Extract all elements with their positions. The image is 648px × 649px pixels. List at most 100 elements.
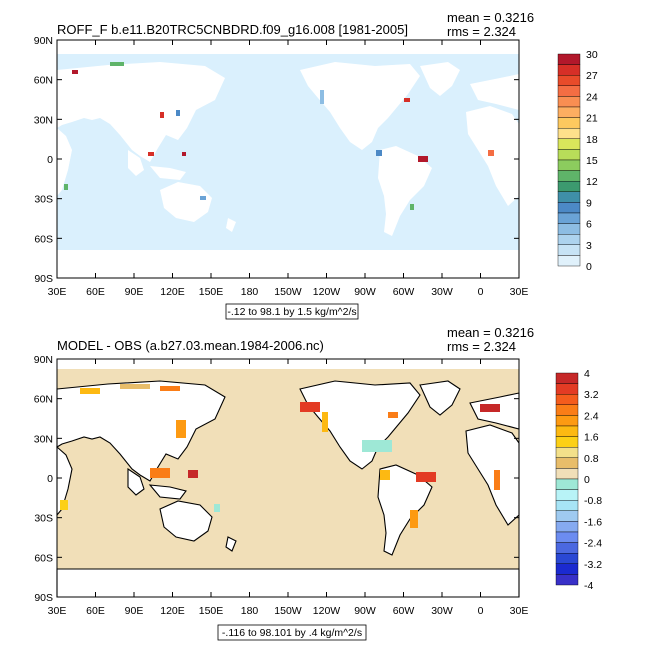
y-tick-label: 30N <box>34 433 53 445</box>
colorbar-swatch <box>557 64 581 76</box>
colorbar-swatch <box>555 436 579 448</box>
colorbar-swatch <box>555 415 579 427</box>
x-tick-label: 120W <box>313 605 341 617</box>
x-tick-label: 30E <box>48 286 67 298</box>
colorbar-label: 3.2 <box>584 389 599 401</box>
colorbar-swatch <box>555 425 579 437</box>
x-tick-label: 90E <box>125 605 144 617</box>
top-rms: rms = 2.324 <box>447 24 516 39</box>
x-tick-label: 180 <box>241 605 259 617</box>
colorbar-swatch <box>557 255 581 267</box>
x-tick-label: 150E <box>199 286 224 298</box>
colorbar-swatch <box>557 149 581 161</box>
x-tick-label: 30W <box>431 605 453 617</box>
colorbar-swatch <box>557 212 581 224</box>
colorbar-label: -2.4 <box>584 538 602 550</box>
bottom-rms: rms = 2.324 <box>447 339 516 354</box>
colorbar-swatch <box>557 74 581 86</box>
x-tick-label: 30E <box>510 605 529 617</box>
colorbar-label: 24 <box>586 91 598 103</box>
top-title: ROFF_F b.e11.B20TRC5CNBDRD.f09_g16.008 [… <box>57 22 408 37</box>
colorbar-label: 18 <box>586 134 598 146</box>
colorbar-swatch <box>557 106 581 118</box>
bottom-colorbar: 4 3.2 2.4 1.6 0.8 0 -0.8 -1.6 -2.4 -3.2 -4 <box>555 368 602 592</box>
top-range-text: -.12 to 98.1 by 1.5 kg/m^2/s <box>227 306 356 318</box>
y-tick-label: 60S <box>34 552 53 564</box>
colorbar-swatch <box>557 191 581 203</box>
colorbar-swatch <box>557 223 581 235</box>
colorbar-swatch <box>557 159 581 171</box>
x-tick-label: 60W <box>393 605 415 617</box>
colorbar-swatch <box>555 500 579 512</box>
colorbar-swatch <box>557 127 581 139</box>
colorbar-label: 30 <box>586 49 598 61</box>
colorbar-swatch <box>555 574 579 586</box>
colorbar-label: 27 <box>586 70 598 82</box>
top-range-box <box>225 303 359 320</box>
y-tick-label: 90N <box>34 35 53 47</box>
top-panel: ROFF_F b.e11.B20TRC5CNBDRD.f09_g16.008 [… <box>34 10 598 320</box>
colorbar-label: 6 <box>586 219 592 231</box>
bottom-range-text: -.116 to 98.101 by .4 kg/m^2/s <box>222 627 362 639</box>
colorbar-label: 0 <box>584 474 590 486</box>
colorbar-swatch <box>557 233 581 245</box>
bottom-y-ticks: 90N 60N 30N 0 30S 60S 90S <box>34 354 519 604</box>
y-tick-label: 0 <box>47 473 53 485</box>
colorbar-swatch <box>557 244 581 256</box>
bottom-x-ticks: 30E 60E 90E 120E 150E 180 150W 120W 90W 60W 30W 0 30… <box>48 359 529 617</box>
colorbar-swatch <box>557 138 581 150</box>
colorbar-swatch <box>555 394 579 406</box>
x-tick-label: 150E <box>199 605 224 617</box>
colorbar-label: 21 <box>586 113 598 125</box>
x-tick-label: 90W <box>354 605 376 617</box>
colorbar-swatch <box>555 521 579 533</box>
top-runoff-marks <box>64 62 494 210</box>
colorbar-swatch <box>555 404 579 416</box>
x-tick-label: 30W <box>431 286 453 298</box>
colorbar-swatch <box>557 85 581 97</box>
x-tick-label: 60E <box>86 605 105 617</box>
x-tick-label: 60E <box>86 286 105 298</box>
x-tick-label: 0 <box>478 286 484 298</box>
colorbar-label: 3 <box>586 240 592 252</box>
colorbar-swatch <box>555 447 579 459</box>
y-tick-label: 30S <box>34 194 53 206</box>
colorbar-swatch <box>555 563 579 575</box>
colorbar-label: 2.4 <box>584 410 599 422</box>
colorbar-swatch <box>555 531 579 543</box>
y-tick-label: 30S <box>34 513 53 525</box>
colorbar-label: 15 <box>586 155 598 167</box>
colorbar-label: 0.8 <box>584 453 599 465</box>
colorbar-swatch <box>555 510 579 522</box>
x-tick-label: 30E <box>510 286 529 298</box>
colorbar-label: 12 <box>586 176 598 188</box>
x-tick-label: 150W <box>274 286 302 298</box>
y-tick-label: 60N <box>34 75 53 87</box>
colorbar-swatch <box>557 170 581 182</box>
x-tick-label: 60W <box>393 286 415 298</box>
x-tick-label: 120E <box>160 605 185 617</box>
colorbar-label: -4 <box>584 580 593 592</box>
bottom-title: MODEL - OBS (a.b27.03.mean.1984-2006.nc) <box>57 338 324 353</box>
bottom-mean: mean = 0.3216 <box>447 325 534 340</box>
colorbar-label: 9 <box>586 197 592 209</box>
colorbar-swatch <box>555 468 579 480</box>
x-tick-label: 120W <box>313 286 341 298</box>
x-tick-label: 0 <box>478 605 484 617</box>
colorbar-swatch <box>557 117 581 129</box>
bottom-anomaly-marks <box>60 384 500 528</box>
x-tick-label: 90W <box>354 286 376 298</box>
top-x-ticks: 30E 60E 90E 120E 150E 180 150W 120W 90W 60W 30W 0 30… <box>48 40 529 298</box>
x-tick-label: 180 <box>241 286 259 298</box>
x-tick-label: 90E <box>125 286 144 298</box>
colorbar-swatch <box>557 96 581 108</box>
colorbar-label: 1.6 <box>584 432 599 444</box>
bottom-panel: MODEL - OBS (a.b27.03.mean.1984-2006.nc)… <box>34 325 602 641</box>
colorbar-swatch <box>557 202 581 214</box>
colorbar-swatch <box>555 457 579 469</box>
colorbar-label: -1.6 <box>584 516 602 528</box>
colorbar-swatch <box>555 383 579 395</box>
bottom-range-box <box>217 624 367 641</box>
